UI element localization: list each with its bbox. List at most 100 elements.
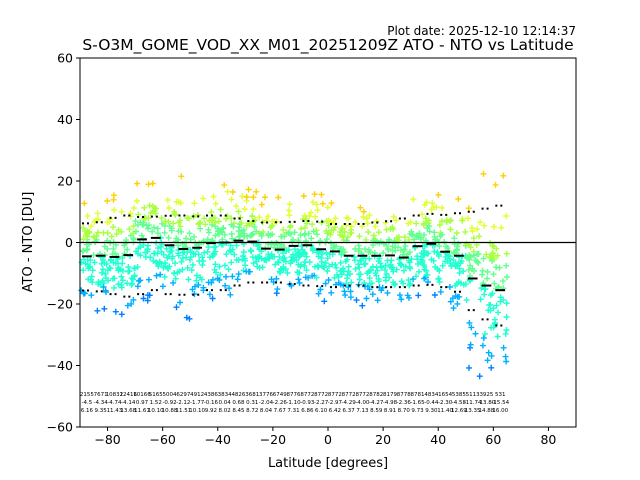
bin-stat-text: 10832 bbox=[106, 392, 124, 398]
data-point bbox=[139, 221, 146, 228]
data-point bbox=[145, 181, 152, 188]
data-point bbox=[282, 265, 289, 272]
bin-stat-text: 8772 bbox=[314, 392, 328, 398]
data-point bbox=[309, 221, 316, 228]
bin-stat-text: 6297 bbox=[176, 392, 190, 398]
x-tick-label: 0 bbox=[324, 432, 332, 447]
data-point bbox=[497, 294, 504, 301]
data-point bbox=[104, 267, 111, 274]
bin-stat-text: 10166 bbox=[133, 392, 151, 398]
data-point bbox=[247, 232, 254, 239]
data-point bbox=[411, 236, 418, 243]
data-point bbox=[339, 234, 346, 241]
data-point bbox=[429, 200, 436, 207]
data-point bbox=[329, 261, 336, 268]
data-point bbox=[144, 246, 151, 253]
x-tick-label: −80 bbox=[94, 432, 120, 447]
bin-stat-text: 6749 bbox=[273, 392, 287, 398]
data-point bbox=[188, 267, 195, 274]
data-point bbox=[483, 251, 490, 258]
data-point bbox=[249, 254, 256, 261]
data-point bbox=[476, 233, 483, 240]
data-point bbox=[355, 242, 362, 249]
data-point bbox=[168, 227, 175, 234]
data-point bbox=[467, 262, 474, 269]
data-point bbox=[91, 259, 98, 266]
data-point bbox=[413, 273, 419, 280]
data-point bbox=[298, 225, 305, 232]
bin-stat-text: 13.68 bbox=[120, 408, 136, 414]
data-point bbox=[226, 285, 233, 292]
bin-stat-text: -0.44 bbox=[424, 400, 439, 406]
data-point bbox=[360, 208, 367, 215]
bin-stat-text: 8.72 bbox=[246, 408, 258, 414]
bin-stat-text: 11.43 bbox=[107, 408, 123, 414]
data-point bbox=[80, 290, 87, 297]
data-point bbox=[209, 295, 216, 302]
data-point bbox=[245, 186, 252, 193]
data-point bbox=[472, 330, 479, 337]
data-point bbox=[178, 173, 185, 180]
data-point bbox=[118, 311, 125, 318]
data-point bbox=[439, 204, 446, 211]
bin-stat-text: -2.30 bbox=[438, 400, 453, 406]
data-point bbox=[276, 253, 283, 260]
data-point bbox=[463, 297, 470, 304]
data-point bbox=[149, 228, 156, 235]
data-point bbox=[225, 266, 232, 273]
data-point bbox=[229, 273, 236, 280]
data-point bbox=[424, 225, 431, 231]
data-point bbox=[363, 215, 370, 222]
data-point bbox=[243, 222, 250, 229]
data-point bbox=[128, 281, 135, 288]
data-point bbox=[428, 256, 435, 263]
data-point bbox=[442, 253, 449, 260]
data-point bbox=[258, 231, 265, 237]
data-point bbox=[410, 196, 417, 203]
data-point bbox=[89, 267, 96, 274]
data-point bbox=[303, 267, 310, 274]
data-point bbox=[205, 279, 212, 286]
data-point bbox=[146, 222, 152, 229]
data-point bbox=[409, 231, 416, 238]
bin-stat-text: 3776 bbox=[259, 392, 273, 398]
data-point bbox=[491, 256, 498, 263]
data-point bbox=[407, 265, 414, 272]
bin-stat-text: 8.59 bbox=[370, 408, 383, 414]
data-point bbox=[131, 273, 138, 280]
data-point bbox=[416, 268, 422, 275]
data-point bbox=[216, 263, 223, 270]
data-point bbox=[348, 223, 355, 230]
data-point bbox=[366, 275, 373, 282]
data-point bbox=[243, 268, 250, 275]
bin-stat-text: 8.04 bbox=[260, 408, 273, 414]
data-point bbox=[170, 220, 177, 227]
data-point bbox=[348, 279, 355, 286]
data-point bbox=[80, 236, 87, 243]
data-point bbox=[197, 225, 204, 232]
bin-stat-text: 8.02 bbox=[219, 408, 231, 414]
data-point bbox=[144, 297, 151, 304]
data-point bbox=[421, 263, 428, 270]
data-point bbox=[84, 233, 91, 240]
data-point bbox=[417, 259, 424, 266]
data-point bbox=[222, 262, 228, 269]
data-point bbox=[341, 229, 348, 235]
data-point bbox=[323, 249, 330, 256]
bin-stat-text: 6.16 bbox=[81, 408, 94, 414]
data-point bbox=[455, 279, 462, 285]
data-point bbox=[389, 224, 396, 231]
bin-stat-text: 1654 bbox=[438, 392, 452, 398]
data-point bbox=[256, 264, 263, 271]
data-point bbox=[228, 196, 235, 203]
data-point bbox=[356, 271, 363, 278]
data-point bbox=[494, 333, 501, 340]
data-point bbox=[285, 207, 292, 214]
data-point bbox=[94, 307, 101, 314]
bin-stat-text: -4.98 bbox=[383, 400, 398, 406]
data-point bbox=[395, 244, 402, 251]
data-point bbox=[466, 256, 473, 263]
data-point bbox=[111, 275, 118, 282]
data-point bbox=[302, 224, 308, 231]
bin-stat-text: 0.04 bbox=[219, 400, 232, 406]
